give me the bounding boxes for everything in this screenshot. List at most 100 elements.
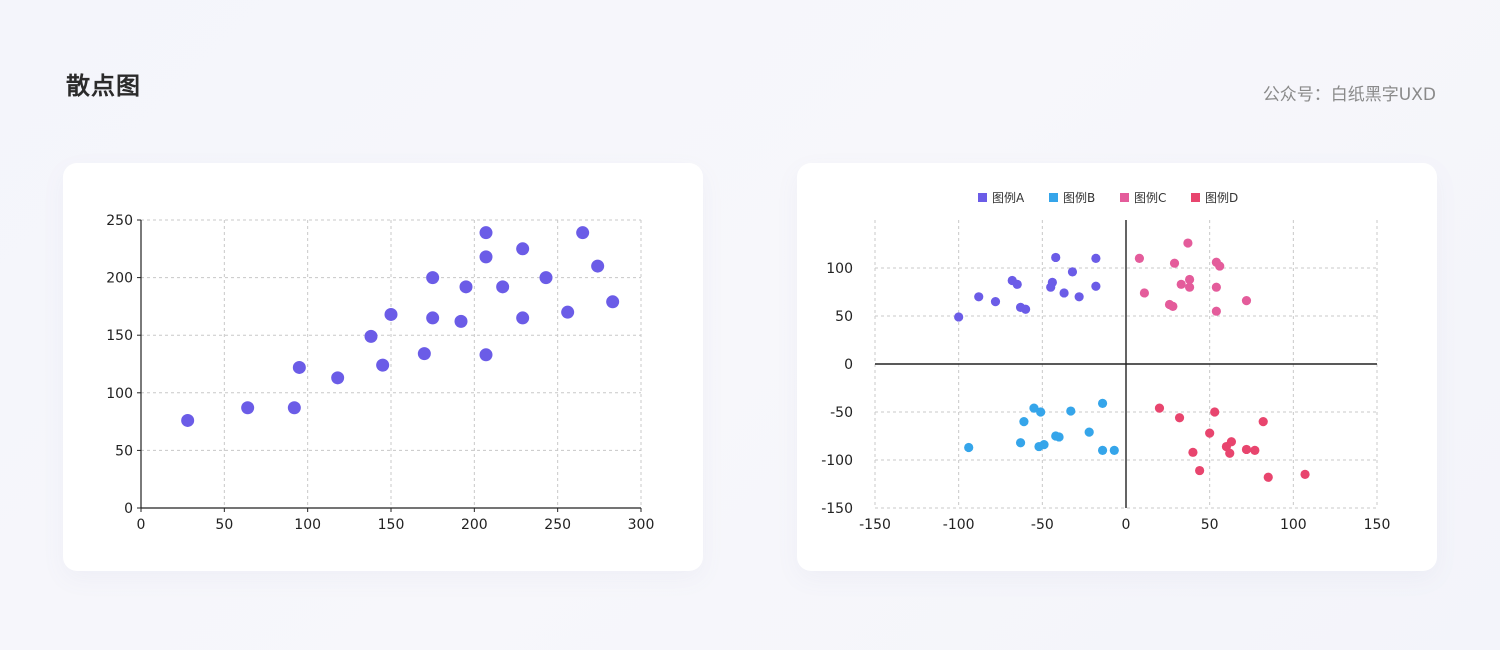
data-point[interactable] [1012,279,1022,289]
y-tick-label: 50 [835,309,853,325]
x-tick-label: 0 [137,517,146,533]
data-point[interactable] [1300,469,1310,479]
x-tick-label: 50 [215,517,233,533]
data-point[interactable] [1195,465,1205,476]
data-point[interactable] [1184,274,1195,285]
data-point[interactable] [1168,301,1178,311]
data-point[interactable] [1015,438,1026,448]
data-point[interactable] [1074,292,1084,302]
data-point[interactable] [1211,306,1221,316]
data-point[interactable] [1241,444,1252,455]
data-point[interactable] [1084,427,1094,437]
data-point[interactable] [1241,296,1252,306]
data-point[interactable] [1250,445,1260,455]
chart-card-left: 0 50 100 150 200 250 300 0 50 100 150 200 250 [63,163,703,571]
data-point[interactable] [1021,304,1031,314]
legend-label[interactable]: 图例B [1063,191,1095,205]
data-point[interactable] [974,292,984,302]
data-point[interactable] [1047,277,1057,287]
data-point[interactable] [591,259,605,273]
page-title: 散点图 [66,72,141,100]
data-point[interactable] [1210,407,1220,417]
data-point[interactable] [1154,403,1165,413]
data-point[interactable] [1225,448,1235,458]
data-point[interactable] [1036,407,1046,417]
data-point[interactable] [454,314,468,328]
data-point[interactable] [181,413,195,427]
data-point[interactable] [1109,445,1119,455]
legend-label[interactable]: 图例A [992,191,1025,205]
data-point[interactable] [426,271,440,285]
scatter-chart-quadrant: -150 -100 -50 0 50 100 150 -150 -100 -50 0 50 100 图例A… [821,191,1390,533]
data-point[interactable] [1134,253,1144,263]
x-tick-label: 300 [628,517,655,533]
chart-card-right: -150 -100 -50 0 50 100 150 -150 -100 -50 0 50 100 图例A… [797,163,1437,571]
data-point[interactable] [479,348,493,362]
y-tick-label: 0 [124,501,133,517]
y-tick-label: -50 [830,405,853,421]
data-point[interactable] [1091,281,1101,291]
data-point[interactable] [1263,472,1273,482]
data-point[interactable] [1226,437,1237,447]
data-point[interactable] [241,401,255,415]
legend-label[interactable]: 图例C [1134,191,1166,205]
legend-swatch[interactable] [1120,193,1129,202]
data-point[interactable] [1215,261,1225,271]
legend-swatch[interactable] [1191,193,1200,202]
legend-label[interactable]: 图例D [1205,191,1238,205]
data-point[interactable] [1051,252,1061,263]
x-tick-label: 100 [294,517,321,533]
x-tick-label: 100 [1280,517,1307,533]
data-point[interactable] [1258,417,1268,427]
legend-swatch[interactable] [978,193,987,202]
data-point[interactable] [1174,413,1185,423]
data-point[interactable] [364,329,378,343]
data-point[interactable] [539,271,553,285]
data-point[interactable] [479,250,493,264]
data-point[interactable] [1184,282,1195,292]
scatter-chart-basic: 0 50 100 150 200 250 300 0 50 100 150 200 250 [106,213,655,533]
data-point[interactable] [384,307,398,321]
data-point[interactable] [1211,282,1221,292]
y-tick-label: -150 [821,501,853,517]
data-point[interactable] [417,347,431,361]
data-point[interactable] [376,358,390,372]
data-point[interactable] [964,442,974,453]
data-point[interactable] [1205,428,1215,438]
y-tick-label: 150 [106,328,133,344]
data-point[interactable] [292,360,306,374]
data-point[interactable] [1097,445,1108,455]
legend-swatch[interactable] [1049,193,1058,202]
data-point[interactable] [1169,258,1180,268]
data-point[interactable] [496,280,510,294]
data-point[interactable] [459,280,473,294]
data-point[interactable] [1039,440,1049,450]
data-point[interactable] [516,242,530,256]
data-point[interactable] [1066,406,1076,416]
y-tick-label: 100 [826,261,853,277]
data-point[interactable] [426,311,440,325]
data-point[interactable] [561,305,575,319]
data-point[interactable] [516,311,530,325]
data-point[interactable] [1188,447,1198,457]
data-point[interactable] [1176,279,1186,289]
data-point[interactable] [1029,403,1039,413]
data-point[interactable] [576,226,590,240]
data-point[interactable] [1019,417,1029,427]
data-point[interactable] [1091,253,1101,263]
data-point[interactable] [1059,288,1069,298]
data-point[interactable] [331,371,345,385]
data-point[interactable] [1097,398,1108,408]
data-point[interactable] [287,401,301,415]
data-point[interactable] [606,295,620,309]
data-point[interactable] [954,312,964,322]
data-point[interactable] [1054,432,1064,442]
x-tick-label: 250 [544,517,571,533]
data-point[interactable] [1067,267,1078,277]
data-point[interactable] [1139,288,1150,298]
data-point[interactable] [1183,238,1193,248]
x-tick-label: 50 [1201,517,1219,533]
x-tick-label: -150 [859,517,891,533]
data-point[interactable] [990,297,1001,307]
data-point[interactable] [479,226,493,240]
